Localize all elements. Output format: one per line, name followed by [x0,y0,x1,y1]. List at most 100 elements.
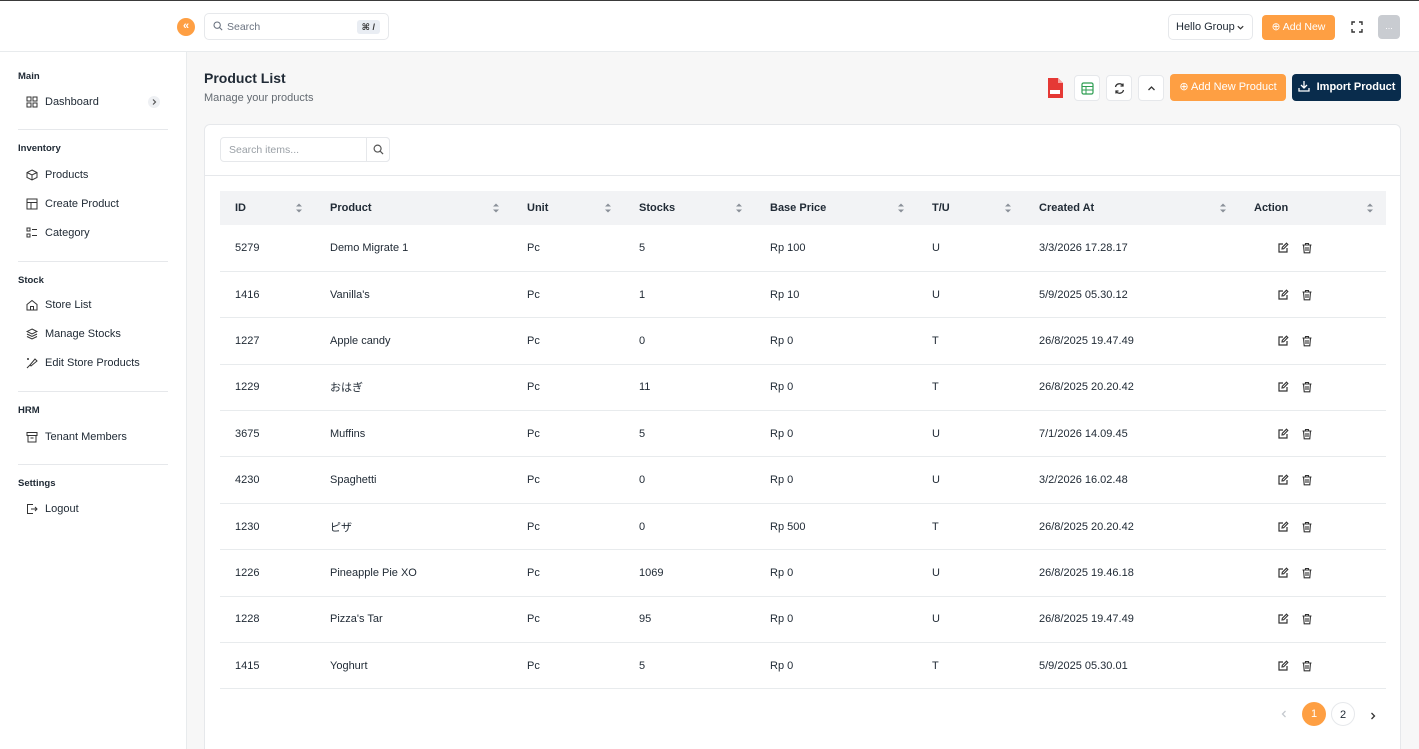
refresh-button[interactable] [1106,75,1132,101]
table-cell-stocks: 0 [624,503,755,551]
table-search-input[interactable]: Search items... [220,137,390,162]
table-row: 1227 Apple candy Pc 0 Rp 0 T 26/8/2025 19.47.4… [220,317,1386,365]
export-pdf-button[interactable] [1042,75,1068,101]
page-button-1[interactable]: 1 [1302,702,1326,726]
table-cell-product: Vanilla's [315,271,512,319]
import-product-button[interactable]: Import Product [1292,74,1401,101]
sidebar-collapse-button[interactable]: « [177,18,195,36]
column-header-product[interactable]: Product [315,191,512,225]
table-cell-t-u: U [917,549,1024,597]
edit-icon[interactable] [1277,521,1289,533]
table-cell-t-u: U [917,271,1024,319]
sidebar-item-create-product[interactable]: Create Product [26,194,166,214]
table-cell-t-u: U [917,456,1024,504]
sidebar-item-label: Edit Store Products [45,357,140,369]
table-cell-product: Pizza's Tar [315,596,512,644]
column-header-tu[interactable]: T/U [917,191,1024,225]
add-new-label: Add New [1282,21,1326,33]
trash-icon[interactable] [1301,381,1313,393]
table-cell-action [1239,549,1386,597]
table-cell-created-at: 5/9/2025 05.30.01 [1024,642,1239,690]
column-header-id[interactable]: ID [220,191,315,225]
collapse-header-button[interactable] [1138,75,1164,101]
table-cell-action [1239,642,1386,690]
table-search-button[interactable] [366,137,390,162]
table-cell-id: 1415 [220,642,315,690]
table-cell-created-at: 3/2/2026 16.02.48 [1024,456,1239,504]
page-title: Product List [204,70,286,86]
edit-icon[interactable] [1277,289,1289,301]
table-cell-t-u: T [917,317,1024,365]
sidebar-item-store-list[interactable]: Store List [26,295,166,315]
column-header-unit[interactable]: Unit [512,191,624,225]
edit-icon[interactable] [1277,242,1289,254]
sidebar-item-tenant-members[interactable]: Tenant Members [26,427,166,447]
column-header-base-price[interactable]: Base Price [755,191,917,225]
add-new-button[interactable]: ⊕ Add New [1262,15,1335,40]
edit-icon[interactable] [1277,335,1289,347]
trash-icon[interactable] [1301,567,1313,579]
table-cell-created-at: 7/1/2026 14.09.45 [1024,410,1239,458]
column-header-stocks[interactable]: Stocks [624,191,755,225]
sidebar-item-category[interactable]: Category [26,223,166,243]
export-excel-button[interactable] [1074,75,1100,101]
page-button-2[interactable]: 2 [1331,702,1355,726]
trash-icon[interactable] [1301,242,1313,254]
sort-icon [736,203,742,213]
sidebar-item-products[interactable]: Products [26,165,166,185]
trash-icon[interactable] [1301,428,1313,440]
table-cell-id: 3675 [220,410,315,458]
sidebar-section-inventory: Inventory [18,143,61,154]
edit-icon[interactable] [1277,613,1289,625]
sidebar-item-label: Logout [45,503,79,515]
edit-icon[interactable] [1277,660,1289,672]
sidebar-item-edit-store-products[interactable]: Edit Store Products [26,353,166,373]
edit-icon[interactable] [1277,428,1289,440]
table-cell-action [1239,503,1386,551]
sort-icon [296,203,302,213]
table-cell-base-price: Rp 0 [755,596,917,644]
fullscreen-button[interactable] [1347,17,1367,37]
table-cell-action [1239,271,1386,319]
edit-icon[interactable] [1277,567,1289,579]
table-cell-id: 1230 [220,503,315,551]
chevron-down-icon [1237,25,1244,30]
trash-icon[interactable] [1301,289,1313,301]
prev-page-icon[interactable] [1278,708,1290,720]
table-icon [26,198,38,210]
trash-icon[interactable] [1301,335,1313,347]
table-cell-id: 1228 [220,596,315,644]
sidebar-item-logout[interactable]: Logout [26,499,166,519]
edit-icon[interactable] [1277,381,1289,393]
archive-icon [26,432,38,443]
table-row: 1416 Vanilla's Pc 1 Rp 10 U 5/9/2025 05.30.12 [220,271,1386,319]
table-cell-unit: Pc [512,410,624,458]
trash-icon[interactable] [1301,660,1313,672]
sidebar: Main Dashboard Inventory Products Create… [0,52,187,749]
add-new-product-button[interactable]: ⊕ Add New Product [1170,74,1286,101]
next-page-icon[interactable] [1367,710,1379,722]
table-cell-base-price: Rp 0 [755,410,917,458]
store-select[interactable]: Hello Group [1168,14,1253,40]
trash-icon[interactable] [1301,521,1313,533]
table-row: 1228 Pizza's Tar Pc 95 Rp 0 U 26/8/2025 19.47.… [220,596,1386,644]
column-header-action[interactable]: Action [1239,191,1386,225]
column-header-created-at[interactable]: Created At [1024,191,1239,225]
trash-icon[interactable] [1301,474,1313,486]
global-search[interactable]: Search ⌘ / [204,13,389,40]
trash-icon[interactable] [1301,613,1313,625]
table-cell-unit: Pc [512,503,624,551]
avatar[interactable]: ... [1378,15,1400,39]
table-cell-stocks: 11 [624,364,755,412]
product-table: ID Product Unit Stocks Base Price T/U Cr… [220,191,1386,690]
table-cell-id: 5279 [220,225,315,272]
table-cell-stocks: 5 [624,642,755,690]
sidebar-item-manage-stocks[interactable]: Manage Stocks [26,324,166,344]
sort-icon [1005,203,1011,213]
edit-icon[interactable] [1277,474,1289,486]
table-cell-created-at: 26/8/2025 19.46.18 [1024,549,1239,597]
table-cell-action [1239,364,1386,412]
sidebar-item-dashboard[interactable]: Dashboard [26,92,166,112]
table-cell-base-price: Rp 0 [755,364,917,412]
search-shortcut-badge: ⌘ / [356,20,380,34]
